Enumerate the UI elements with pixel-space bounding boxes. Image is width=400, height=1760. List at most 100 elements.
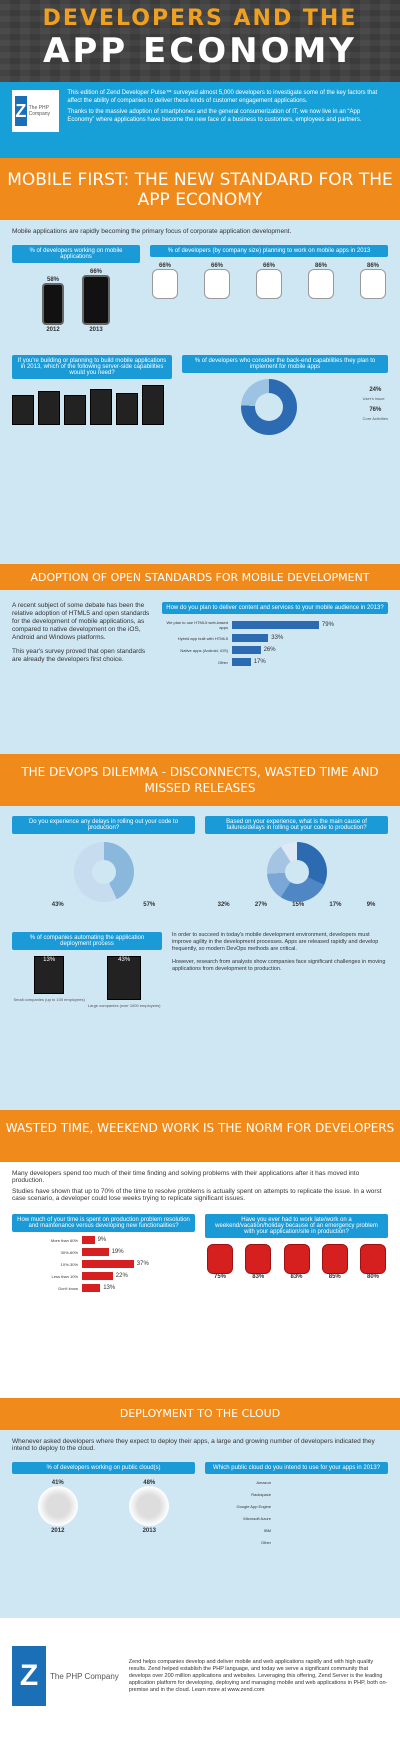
section-open-standards: A recent subject of some debate has been… xyxy=(0,590,400,754)
bar-row: 30%-60% 19% xyxy=(12,1248,195,1256)
bar-row: Hybrid app built with HTML5 33% xyxy=(162,634,388,642)
section-wasted-time-title: WASTED TIME, WEEKEND WORK IS THE NORM FO… xyxy=(0,1110,400,1162)
failure-donut xyxy=(266,842,327,902)
donut-value-a: 24% xyxy=(369,387,382,393)
robot-figure: 66% xyxy=(254,263,284,299)
phone-icon xyxy=(82,275,110,325)
cloud-angel-icon xyxy=(129,1486,170,1526)
bar-label: Other xyxy=(260,1539,271,1545)
bar xyxy=(82,1284,101,1292)
panel-weekend-work: Have you ever had to work late/work on a… xyxy=(205,1214,388,1238)
server-icon xyxy=(64,395,86,425)
bar-row: IBM xyxy=(205,1526,388,1534)
robot-icon xyxy=(360,269,386,299)
bar-row: We plan to use HTML5 web-based apps 79% xyxy=(162,620,388,630)
robot-figure: 66% xyxy=(202,263,232,299)
server-icon xyxy=(142,385,164,425)
robot-figure: 66% xyxy=(150,263,180,299)
section-devops-title: THE DEVOPS DILEMMA - DISCONNECTS, WASTED… xyxy=(0,754,400,806)
panel-deliver-content: How do you plan to deliver content and s… xyxy=(162,602,388,614)
cloud-year-b: 2013 xyxy=(142,1528,156,1534)
red-robot-figure: 80% xyxy=(358,1244,388,1280)
bar-value: 22% xyxy=(115,1273,128,1279)
bar xyxy=(82,1260,134,1268)
section-mobile-first: Mobile applications are rapidly becoming… xyxy=(0,220,400,564)
zend-z-icon: Z xyxy=(15,96,27,126)
bar-row: Less than 10% 22% xyxy=(12,1272,195,1280)
bar-row: 10%-30% 37% xyxy=(12,1260,195,1268)
open-standards-text-2: This year's survey proved that open stan… xyxy=(12,648,146,663)
bar xyxy=(232,646,261,654)
red-robot-pct: 80% xyxy=(366,1274,379,1280)
section-mobile-first-title: MOBILE FIRST: THE NEW STANDARD FOR THE A… xyxy=(0,158,400,220)
robot-figure: 86% xyxy=(358,263,388,299)
wasted-lead-2: Studies have shown that up to 70% of the… xyxy=(12,1188,382,1202)
panel-company-size: % of developers (by company size) planni… xyxy=(150,245,388,257)
year-2013: 2013 xyxy=(89,327,103,333)
server-icon xyxy=(116,393,138,425)
bar-value: 37% xyxy=(136,1261,149,1267)
red-robot-icon xyxy=(245,1244,272,1274)
bar-row: Amazon xyxy=(205,1478,388,1486)
footer-logo: Z The PHP Company xyxy=(12,1646,119,1706)
bar-row: Google App Engine xyxy=(205,1502,388,1510)
bar xyxy=(82,1248,109,1256)
cloud-lead: Whenever asked developers where they exp… xyxy=(12,1438,375,1452)
delays-no: 57% xyxy=(143,902,156,908)
bar-row: Other xyxy=(205,1538,388,1546)
phone-icon xyxy=(42,283,64,325)
bar-row: More than 60% 9% xyxy=(12,1236,195,1244)
bar-value: 26% xyxy=(263,647,276,653)
wasted-lead-1: Many developers spend too much of their … xyxy=(12,1170,360,1184)
delays-yes: 43% xyxy=(51,902,64,908)
section-wasted-time: Many developers spend too much of their … xyxy=(0,1162,400,1398)
robot-pct: 86% xyxy=(314,263,327,269)
robot-pct: 66% xyxy=(210,263,223,269)
robot-pct: 66% xyxy=(158,263,171,269)
bar-label: Google App Engine xyxy=(236,1503,271,1509)
failure-value: 27% xyxy=(254,902,267,908)
pct-2013: 66% xyxy=(89,269,102,275)
panel-delays: Do you experience any delays in rolling … xyxy=(12,816,195,834)
robot-figure: 86% xyxy=(306,263,336,299)
failure-value: 17% xyxy=(329,902,342,908)
red-robot-pct: 83% xyxy=(290,1274,303,1280)
red-robot-figure: 83% xyxy=(243,1244,273,1280)
bar xyxy=(232,621,319,629)
bar-label: Other xyxy=(217,659,228,665)
bar-value: 79% xyxy=(321,622,334,628)
bar-value: 19% xyxy=(111,1249,124,1255)
failure-value: 15% xyxy=(292,902,305,908)
donut-value-b: 76% xyxy=(369,407,382,413)
bar-row: Don't know 13% xyxy=(12,1284,195,1292)
bar-label: Don't know xyxy=(58,1285,78,1291)
failure-value: 9% xyxy=(366,902,376,908)
red-robot-icon xyxy=(360,1244,386,1274)
red-robot-figure: 83% xyxy=(282,1244,312,1280)
server-icon xyxy=(12,395,34,425)
red-robot-icon xyxy=(283,1244,310,1274)
red-robot-figure: 85% xyxy=(320,1244,350,1280)
panel-server-side: If you're building or planning to build … xyxy=(12,355,172,379)
donut-label-a: User's Issue xyxy=(362,396,385,401)
automation-small-label: Small companies (up to 100 employees) xyxy=(13,997,85,1002)
page-header: DEVELOPERS AND THE APP ECONOMY xyxy=(0,0,400,82)
bar-label: IBM xyxy=(263,1527,271,1533)
bar xyxy=(82,1272,113,1280)
bar-label: More than 60% xyxy=(50,1237,78,1243)
footer-brand: The PHP Company xyxy=(50,1671,119,1681)
red-robot-pct: 85% xyxy=(328,1274,341,1280)
year-2012: 2012 xyxy=(46,327,60,333)
automation-small: 13% xyxy=(43,957,56,963)
footer: Z The PHP Company Zend helps companies d… xyxy=(0,1618,400,1734)
intro-banner: Z The PHP Company This edition of Zend D… xyxy=(0,82,400,158)
panel-which-cloud: Which public cloud do you intend to use … xyxy=(205,1462,388,1474)
robot-pct: 66% xyxy=(262,263,275,269)
bar-row: Microsoft Azure xyxy=(205,1514,388,1522)
bar-row: Other 17% xyxy=(162,658,388,666)
section1-lead: Mobile applications are rapidly becoming… xyxy=(12,228,292,235)
failure-value: 32% xyxy=(217,902,230,908)
zend-logo: Z The PHP Company xyxy=(12,90,60,132)
donut-label-b: Core Activities xyxy=(362,416,388,421)
panel-mobile-dev: % of developers working on mobile applic… xyxy=(12,245,140,263)
